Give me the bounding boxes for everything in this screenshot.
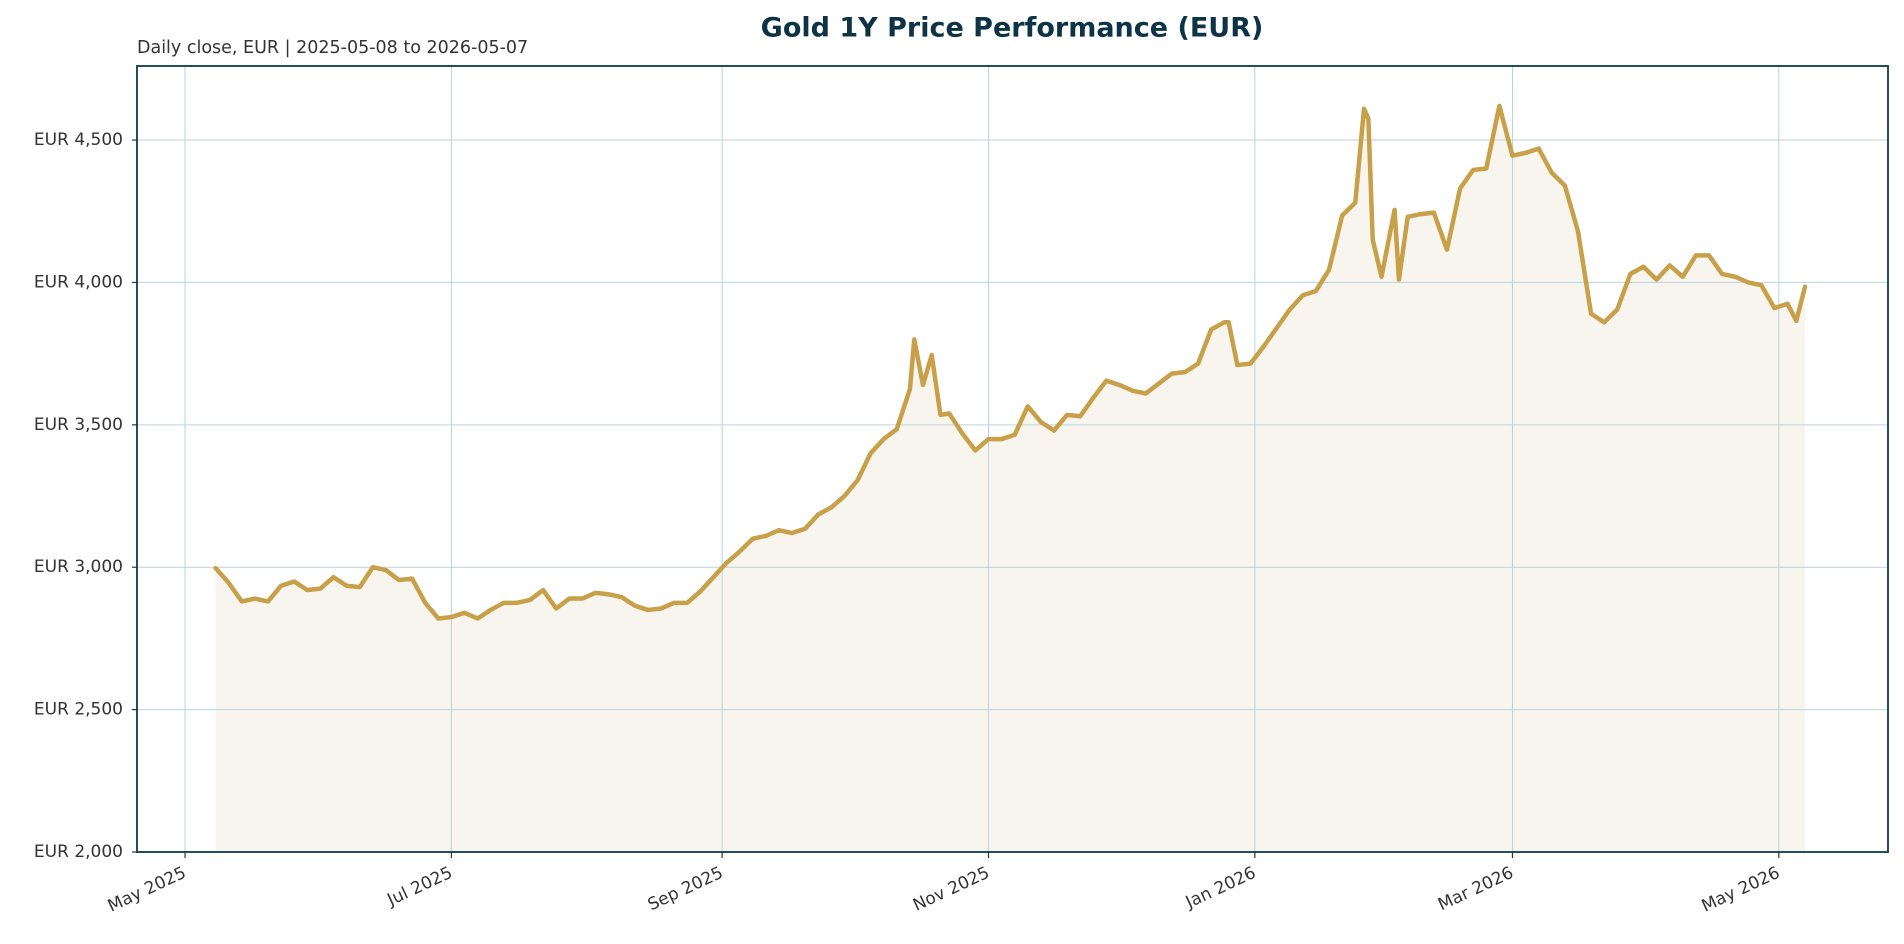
y-tick-label: EUR 4,500 [34,130,123,150]
y-tick-label: EUR 3,500 [34,415,123,435]
area-fill [215,105,1806,853]
y-tick-label: EUR 2,500 [34,700,123,720]
x-tick-label: Mar 2026 [1435,863,1517,915]
price-line [213,103,1808,621]
chart-title: Gold 1Y Price Performance (EUR) [761,13,1264,44]
x-tick-label: May 2025 [105,863,189,917]
y-tick-label: EUR 4,000 [34,272,123,292]
y-tick-label: EUR 3,000 [34,557,123,577]
plot-frame [136,65,1889,853]
x-tick-label: Jul 2025 [384,863,456,911]
x-tick-label: Nov 2025 [910,863,993,916]
chart-subtitle: Daily close, EUR | 2025-05-08 to 2026-05… [137,38,528,58]
x-tick-label: May 2026 [1699,863,1783,917]
x-tick-label: Jan 2026 [1182,863,1259,913]
x-tick-label: Sep 2025 [645,863,727,915]
y-tick-label: EUR 2,000 [34,842,123,862]
